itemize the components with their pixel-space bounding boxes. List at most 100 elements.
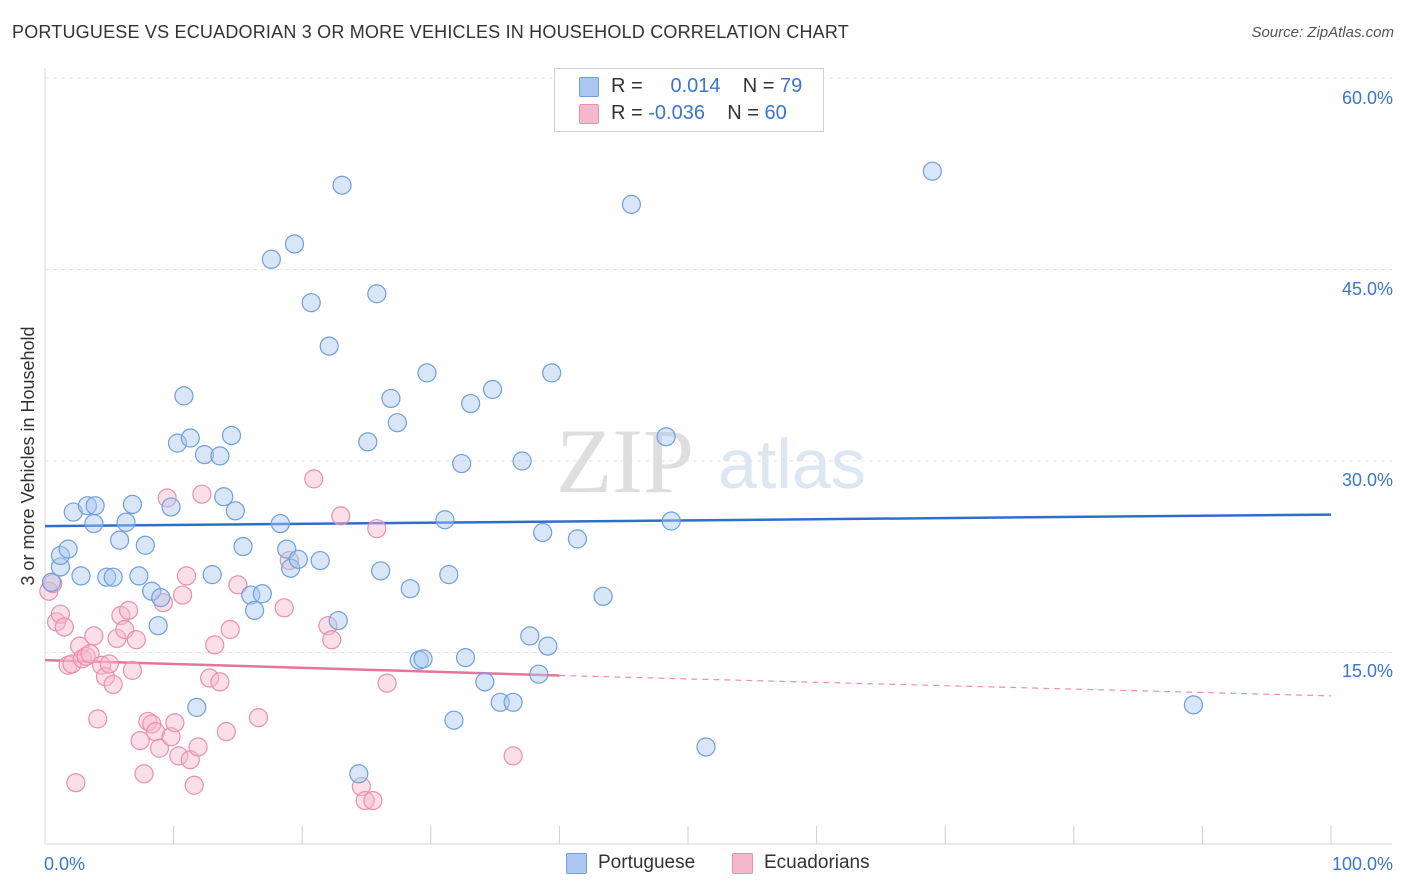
- portuguese-point: [85, 496, 105, 516]
- portuguese-point: [358, 432, 378, 452]
- portuguese-point: [41, 572, 62, 592]
- legend-text: R = -0.036 N = 60: [611, 102, 787, 125]
- ecuadorian-point: [66, 773, 86, 793]
- ecuadorian-point: [80, 644, 100, 664]
- portuguese-point: [444, 710, 464, 730]
- portuguese-point: [122, 494, 143, 515]
- portuguese-point: [371, 561, 391, 581]
- ecuadorian-point: [205, 635, 225, 655]
- ecuadorian-point: [200, 668, 220, 688]
- ecuadorian-point: [192, 484, 212, 504]
- portuguese-point: [1183, 695, 1203, 715]
- portuguese-point: [439, 565, 459, 585]
- portuguese-point: [567, 529, 588, 549]
- ecuadorian-point: [103, 674, 123, 695]
- watermark-zip: ZIP: [556, 410, 694, 512]
- portuguese-point: [435, 510, 455, 530]
- legend-r-label: R =: [611, 75, 643, 97]
- x-tick-label-min: 0.0%: [44, 854, 85, 874]
- watermark-atlas: atlas: [718, 425, 866, 503]
- portuguese-point: [461, 393, 481, 414]
- portuguese-point: [381, 388, 401, 409]
- legend-r-value: 0.014: [670, 75, 721, 97]
- portuguese-point: [50, 545, 71, 566]
- ecuadorian-point: [91, 655, 112, 675]
- portuguese-point: [187, 697, 207, 717]
- ecuadorian-point: [355, 790, 375, 811]
- y-tick-label: 45.0%: [1342, 279, 1393, 299]
- portuguese-point: [84, 513, 104, 534]
- x-tick-label-max: 100.0%: [1332, 854, 1393, 874]
- trend-line-ecuadorian-extrapolated: [559, 674, 1332, 697]
- ecuadorian-point: [153, 593, 173, 613]
- portuguese-point: [503, 692, 523, 712]
- ecuadorian-point: [122, 660, 143, 680]
- portuguese-point: [349, 764, 369, 784]
- portuguese-point: [593, 586, 613, 606]
- portuguese-point: [270, 513, 290, 534]
- portuguese-point: [301, 293, 321, 313]
- ecuadorian-point: [88, 709, 108, 729]
- ecuadorian-point: [149, 738, 170, 758]
- ecuadorian-point: [134, 764, 154, 784]
- portuguese-point: [116, 512, 136, 532]
- ecuadorian-point: [165, 713, 185, 733]
- ecuadorian-point: [363, 790, 383, 811]
- ecuadorian-point: [377, 673, 397, 693]
- portuguese-point: [417, 363, 437, 383]
- trend-line-ecuadorian: [44, 658, 560, 677]
- ecuadorian-point: [248, 708, 269, 728]
- ecuadorian-point: [210, 672, 230, 692]
- portuguese-point: [319, 336, 339, 356]
- ecuadorian-point: [188, 737, 208, 757]
- portuguese-point: [225, 501, 245, 521]
- portuguese-point: [310, 550, 330, 571]
- portuguese-point: [50, 557, 71, 577]
- ecuadorian-point: [173, 585, 193, 605]
- portuguese-point: [58, 539, 78, 559]
- portuguese-point: [194, 445, 215, 465]
- trend-line-portuguese: [44, 513, 1332, 528]
- x-axis-ticks: [173, 826, 1332, 844]
- portuguese-point: [103, 567, 123, 587]
- y-tick-label: 15.0%: [1342, 661, 1393, 681]
- portuguese-point: [221, 425, 242, 446]
- portuguese-point: [452, 453, 472, 474]
- portuguese-point: [542, 363, 562, 383]
- ecuadorian-point: [54, 617, 74, 637]
- portuguese-point: [202, 565, 222, 585]
- ecuadorian-point: [50, 604, 71, 624]
- legend-n-value: 60: [764, 102, 787, 124]
- portuguese-point: [328, 610, 348, 631]
- portuguese-point: [129, 566, 149, 586]
- axes: [44, 68, 1392, 845]
- legend-n-label: N =: [742, 75, 775, 97]
- portuguese-point: [148, 616, 168, 636]
- portuguese-point: [621, 194, 642, 214]
- portuguese-point: [400, 579, 420, 599]
- portuguese-point: [252, 584, 272, 604]
- portuguese-point: [71, 566, 91, 586]
- correlation-legend: R = 0.014 N = 79 R = -0.036 N = 60: [554, 68, 824, 132]
- ecuadorian-point: [274, 598, 294, 618]
- chart-title: PORTUGUESE VS ECUADORIAN 3 OR MORE VEHIC…: [12, 22, 849, 42]
- portuguese-point: [77, 496, 98, 516]
- portuguese-point: [661, 511, 681, 531]
- portuguese-point: [63, 502, 83, 522]
- x-tick-labels: 0.0% 100.0%: [44, 854, 1393, 874]
- legend-n-label: N =: [727, 102, 759, 124]
- y-tick-labels: 60.0% 45.0% 30.0% 15.0%: [1342, 88, 1393, 681]
- ecuadorian-point: [118, 600, 139, 620]
- bottom-legend-swatch-portuguese: [566, 853, 587, 874]
- portuguese-point: [161, 497, 181, 517]
- ecuadorian-point: [503, 746, 523, 766]
- portuguese-point: [288, 549, 308, 569]
- ecuadorian-point: [184, 775, 204, 795]
- legend-text: R = 0.014 N = 79: [611, 75, 802, 98]
- portuguese-point: [180, 428, 200, 448]
- portuguese-point: [167, 433, 188, 453]
- legend-n-value: 79: [780, 75, 803, 97]
- portuguese-point: [538, 636, 558, 656]
- portuguese-point: [533, 522, 553, 543]
